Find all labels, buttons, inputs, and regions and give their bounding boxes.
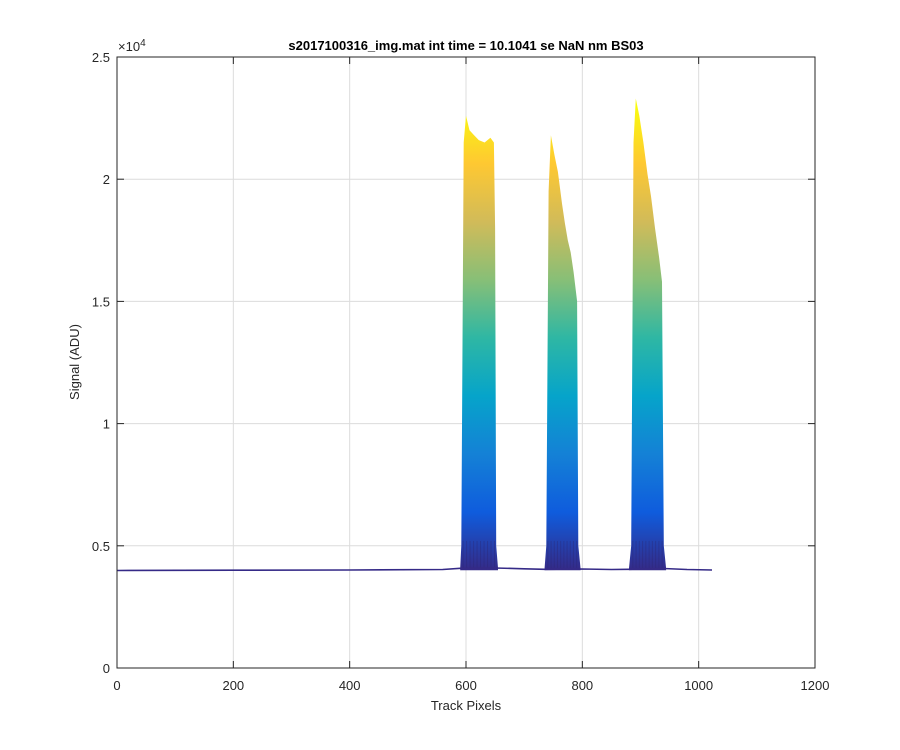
- y-exponent-label: ×104: [118, 38, 146, 54]
- chart-title: s2017100316_img.mat int time = 10.1041 s…: [288, 38, 643, 53]
- y-axis-ticks: 0 0.5 1 1.5 2 2.5: [92, 50, 815, 676]
- x-tick-label: 1000: [684, 678, 713, 693]
- x-tick-label: 400: [339, 678, 361, 693]
- x-tick-label: 800: [571, 678, 593, 693]
- x-tick-label: 0: [113, 678, 120, 693]
- baseline-trace: [116, 567, 713, 572]
- signal-peak-2: [544, 135, 581, 571]
- x-tick-label: 200: [222, 678, 244, 693]
- y-tick-label: 0.5: [92, 539, 110, 554]
- y-axis-label: Signal (ADU): [67, 324, 82, 400]
- y-exponent-power: 4: [140, 38, 146, 49]
- y-tick-label: 1: [103, 417, 110, 432]
- y-tick-label: 2: [103, 172, 110, 187]
- y-tick-label: 2.5: [92, 50, 110, 65]
- y-tick-label: 0: [103, 661, 110, 676]
- x-tick-label: 600: [455, 678, 477, 693]
- data-layer: [116, 98, 713, 572]
- signal-peak-3: [628, 98, 667, 571]
- x-tick-label: 1200: [801, 678, 830, 693]
- signal-peak-1: [460, 115, 498, 571]
- x-axis-ticks: 0 200 400 600 800 1000 1200: [113, 57, 829, 693]
- y-tick-label: 1.5: [92, 294, 110, 309]
- x-axis-label: Track Pixels: [431, 698, 502, 713]
